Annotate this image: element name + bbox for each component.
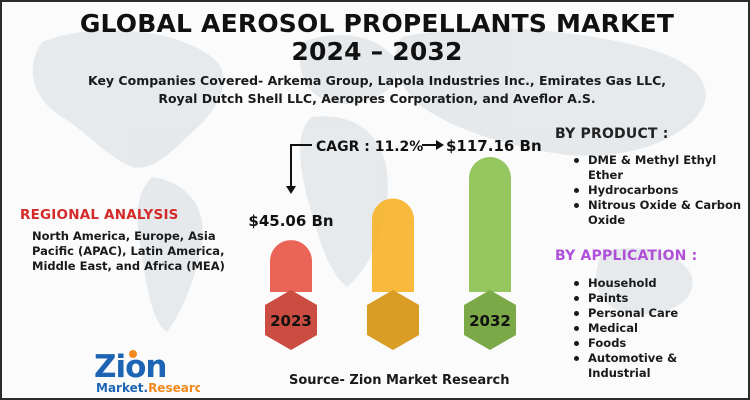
bar-base-shade — [367, 290, 419, 350]
logo-sub-text: Market.Research — [96, 381, 200, 395]
bar-2032 — [469, 157, 511, 292]
zion-market-research-logo: Zion Market.Research — [94, 349, 200, 395]
cagr-down-arrowhead — [286, 186, 296, 194]
application-item: Medical — [572, 321, 742, 336]
by-product-heading: BY PRODUCT : — [555, 126, 669, 142]
title-line-1: GLOBAL AEROSOL PROPELLANTS MARKET — [79, 9, 675, 38]
data-label: $45.06 Bn — [248, 212, 333, 230]
application-item: Automotive & Industrial — [572, 351, 742, 381]
regional-analysis-heading: REGIONAL ANALYSIS — [20, 207, 179, 223]
key-companies-text: Key Companies Covered- Arkema Group, Lap… — [87, 73, 667, 106]
bar-base-hexagon — [464, 290, 516, 350]
bar-2023 — [270, 240, 312, 292]
category-label: 2023 — [270, 312, 312, 330]
regional-analysis-text: North America, Europe, Asia Pacific (APA… — [32, 229, 225, 273]
product-item: Hydrocarbons — [572, 183, 742, 198]
application-item: Foods — [572, 336, 742, 351]
title-line-2: 2024 – 2032 — [291, 37, 463, 66]
source-text: Source- Zion Market Research — [289, 373, 510, 388]
application-item: Household — [572, 276, 742, 291]
bar-mid — [372, 198, 414, 292]
bar-base-hexagon — [265, 290, 317, 350]
product-item: DME & Methyl Ethyl Ether — [572, 153, 742, 183]
logo-dot-icon — [129, 350, 137, 358]
category-label: 2032 — [469, 312, 511, 330]
bar-base-hexagon — [367, 290, 419, 350]
bar-base-shade — [265, 290, 317, 350]
by-application-heading: BY APPLICATION : — [555, 248, 698, 264]
page-title: GLOBAL AEROSOL PROPELLANTS MARKET 2024 –… — [2, 9, 748, 66]
cagr-label: CAGR : 11.2% — [316, 139, 423, 155]
application-item: Paints — [572, 291, 742, 306]
product-item: Nitrous Oxide & Carbon Oxide — [572, 198, 742, 228]
bar-base-shade — [464, 290, 516, 350]
cagr-left-connector — [290, 144, 312, 187]
cagr-right-arrowhead — [436, 140, 444, 150]
by-application-list: Household Paints Personal Care Medical F… — [572, 276, 742, 381]
by-product-list: DME & Methyl Ethyl Ether Hydrocarbons Ni… — [572, 153, 742, 228]
data-label: $117.16 Bn — [446, 137, 542, 155]
application-item: Personal Care — [572, 306, 742, 321]
